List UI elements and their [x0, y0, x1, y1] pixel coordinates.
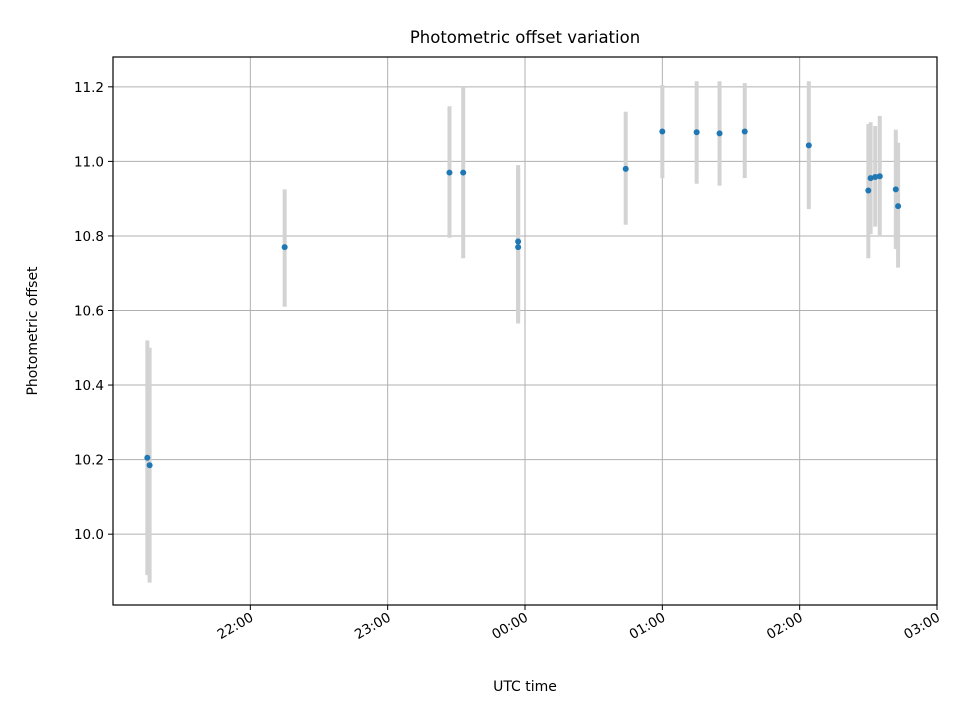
data-point — [460, 169, 467, 176]
data-point — [515, 244, 522, 251]
y-tick-label: 10.0 — [74, 527, 104, 543]
data-point — [446, 169, 453, 176]
data-point — [741, 128, 748, 135]
data-point — [876, 173, 883, 180]
data-point — [144, 454, 151, 461]
chart-title: Photometric offset variation — [410, 28, 640, 47]
data-point — [865, 187, 872, 194]
data-point — [281, 244, 288, 251]
y-tick-label: 10.2 — [74, 453, 104, 469]
x-tick-label: 23:00 — [352, 610, 394, 643]
data-point — [693, 129, 700, 136]
data-point — [872, 174, 879, 181]
y-tick-label: 11.2 — [74, 80, 104, 96]
y-axis-label: Photometric offset — [25, 266, 41, 396]
data-point — [515, 238, 522, 245]
data-point — [622, 165, 629, 172]
x-tick-label: 02:00 — [764, 610, 806, 643]
x-tick-label: 00:00 — [489, 610, 531, 643]
point-layer — [144, 128, 902, 469]
y-tick-label: 10.4 — [74, 378, 104, 394]
y-tick-label: 11.0 — [74, 154, 104, 170]
y-tick-label: 10.6 — [74, 303, 104, 319]
y-tick-label: 10.8 — [74, 229, 104, 245]
data-point — [659, 128, 666, 135]
data-point — [867, 175, 874, 182]
data-point — [895, 203, 902, 210]
data-point — [892, 186, 899, 193]
tick-layer: 22:00 23:00 00:00 01:00 02:00 03:00 10.0 10.2 10… — [74, 80, 943, 643]
data-point — [716, 130, 723, 137]
x-tick-label: 22:00 — [215, 610, 257, 643]
x-axis-label: UTC time — [493, 679, 557, 695]
data-point — [805, 142, 812, 149]
x-tick-label: 01:00 — [627, 610, 669, 643]
grid-layer — [113, 57, 938, 605]
errorbar-layer — [145, 81, 901, 583]
x-tick-label: 03:00 — [901, 610, 943, 643]
data-point — [146, 462, 153, 469]
